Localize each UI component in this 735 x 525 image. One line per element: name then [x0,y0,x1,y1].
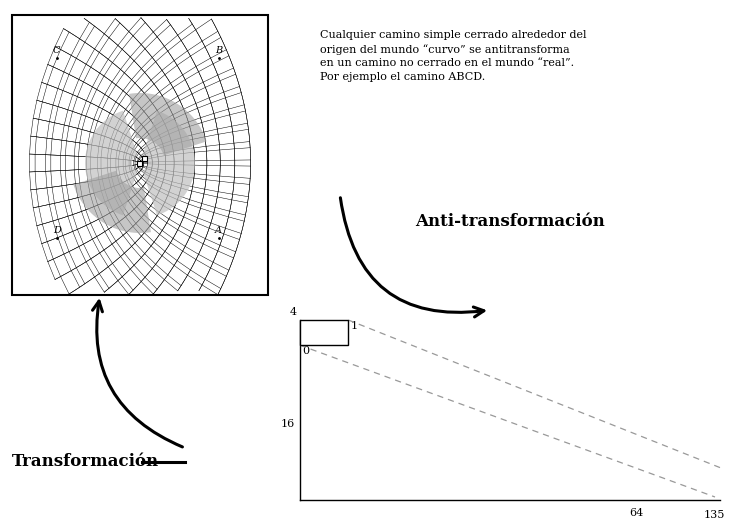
Text: 135: 135 [703,510,725,520]
Text: 0: 0 [302,346,309,356]
Text: 4: 4 [290,307,297,317]
Bar [12,15,268,295]
Bar [137,161,142,166]
Text: 1: 1 [351,321,357,331]
Polygon shape [74,171,151,233]
Text: B: B [215,46,222,55]
Text: A: A [215,226,222,235]
Bar [142,156,147,161]
Polygon shape [143,111,195,215]
Polygon shape [85,111,137,215]
Text: Cualquier camino simple cerrado alrededor del
origen del mundo “curvo” se antitr: Cualquier camino simple cerrado alrededo… [320,30,587,82]
Text: C: C [53,46,60,55]
Polygon shape [129,93,207,155]
Text: D: D [53,226,61,235]
Text: 64: 64 [629,508,643,518]
Text: Transformación: Transformación [12,454,159,470]
Bar [300,320,348,345]
Text: Anti-transformación: Anti-transformación [415,214,605,230]
Text: 16: 16 [281,419,295,429]
